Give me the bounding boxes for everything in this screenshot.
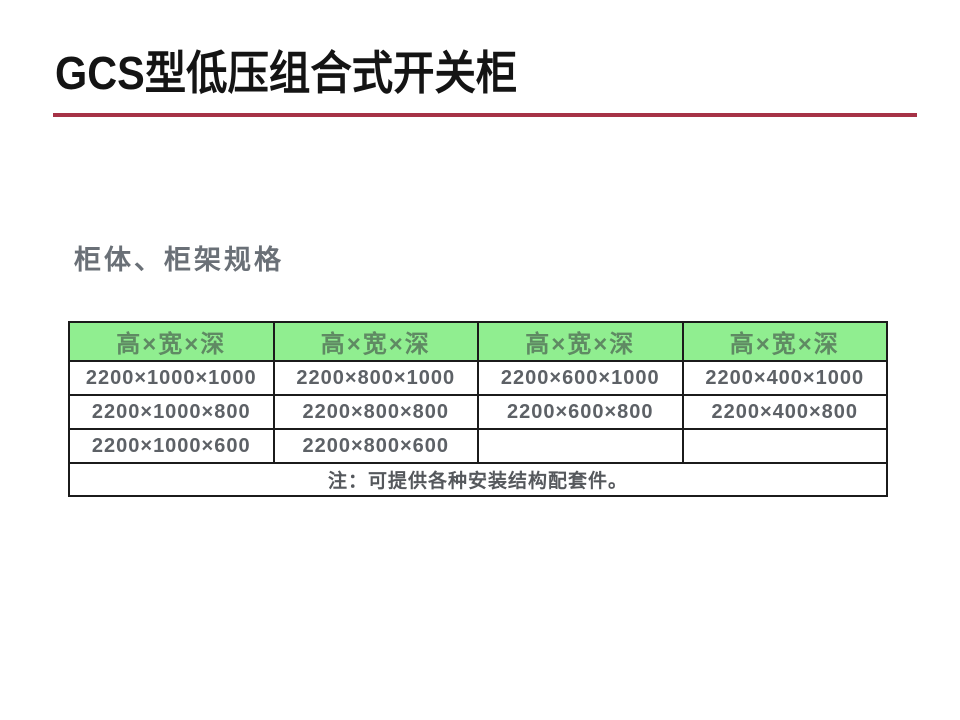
spec-table-cell: 2200×1000×1000	[68, 360, 275, 396]
spec-table-cell: 2200×800×1000	[272, 360, 479, 396]
spec-table-cell-empty	[681, 428, 888, 464]
spec-table-note-row: 注：可提供各种安装结构配套件。	[68, 462, 888, 497]
spec-table-cell: 2200×1000×600	[68, 428, 275, 464]
table-row: 2200×1000×1000 2200×800×1000 2200×600×10…	[68, 360, 888, 396]
spec-table-note: 注：可提供各种安装结构配套件。	[68, 462, 888, 497]
spec-table-header-cell: 高×宽×深	[681, 321, 888, 362]
spec-table-cell-empty	[477, 428, 684, 464]
spec-table: 高×宽×深 高×宽×深 高×宽×深 高×宽×深 2200×1000×1000 2…	[68, 321, 888, 497]
spec-table-cell: 2200×800×800	[272, 394, 479, 430]
page-title: GCS型低压组合式开关柜	[55, 47, 518, 99]
spec-table-cell: 2200×400×1000	[681, 360, 888, 396]
spec-table-cell: 2200×600×800	[477, 394, 684, 430]
table-row: 2200×1000×800 2200×800×800 2200×600×800 …	[68, 394, 888, 430]
title-underline-rule	[53, 113, 917, 117]
spec-table-header-cell: 高×宽×深	[272, 321, 479, 362]
section-heading: 柜体、柜架规格	[74, 245, 284, 275]
spec-table-cell: 2200×600×1000	[477, 360, 684, 396]
spec-table-header-cell: 高×宽×深	[68, 321, 275, 362]
spec-table-cell: 2200×1000×800	[68, 394, 275, 430]
spec-table-cell: 2200×400×800	[681, 394, 888, 430]
spec-table-cell: 2200×800×600	[272, 428, 479, 464]
spec-table-header-row: 高×宽×深 高×宽×深 高×宽×深 高×宽×深	[68, 321, 888, 362]
table-row: 2200×1000×600 2200×800×600	[68, 428, 888, 464]
spec-table-header-cell: 高×宽×深	[477, 321, 684, 362]
